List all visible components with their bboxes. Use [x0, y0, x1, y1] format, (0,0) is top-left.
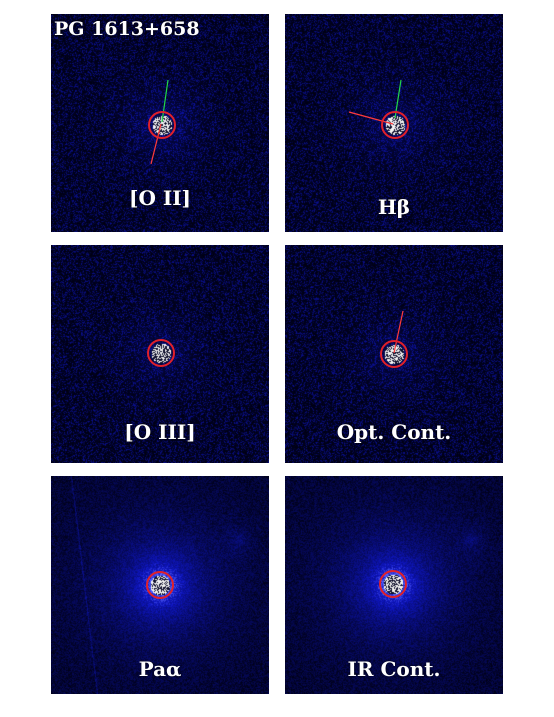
opt-cont-aperture-circle [380, 340, 408, 368]
panel-hbeta: Hβ [285, 14, 503, 232]
ir-cont-image [285, 476, 503, 694]
oiii-aperture-circle [147, 339, 175, 367]
ir-cont-aperture-circle [379, 570, 407, 598]
oii-image [51, 14, 269, 232]
panel-paalpha: Paα [51, 476, 269, 694]
oii-overlay [148, 79, 176, 165]
oii-label: [O II] [128, 186, 192, 210]
oii-red-vector [150, 123, 162, 165]
opt-cont-image [285, 245, 503, 463]
ir-cont-overlay [379, 570, 407, 598]
figure-title: PG 1613+658 [54, 18, 200, 40]
paalpha-overlay [146, 571, 174, 599]
oiii-label: [O III] [124, 420, 196, 444]
panel-oii: [O II] [51, 14, 269, 232]
oii-aperture-circle [148, 111, 176, 139]
paalpha-aperture-circle [146, 571, 174, 599]
hbeta-label: Hβ [377, 195, 411, 219]
hbeta-image [285, 14, 503, 232]
paalpha-image [51, 476, 269, 694]
hbeta-aperture-circle [381, 111, 409, 139]
opt-cont-label: Opt. Cont. [336, 420, 452, 444]
hbeta-red-vector [348, 111, 394, 125]
opt-cont-red-vector [393, 310, 404, 354]
oiii-image [51, 245, 269, 463]
oii-green-vector [161, 79, 169, 123]
hbeta-overlay [348, 79, 409, 139]
panel-opt-cont: Opt. Cont. [285, 245, 503, 463]
paalpha-label: Paα [138, 657, 182, 681]
opt-cont-overlay [380, 310, 408, 368]
oiii-overlay [147, 339, 175, 367]
panel-ir-cont: IR Cont. [285, 476, 503, 694]
ir-cont-label: IR Cont. [347, 657, 441, 681]
panel-oiii: [O III] [51, 245, 269, 463]
